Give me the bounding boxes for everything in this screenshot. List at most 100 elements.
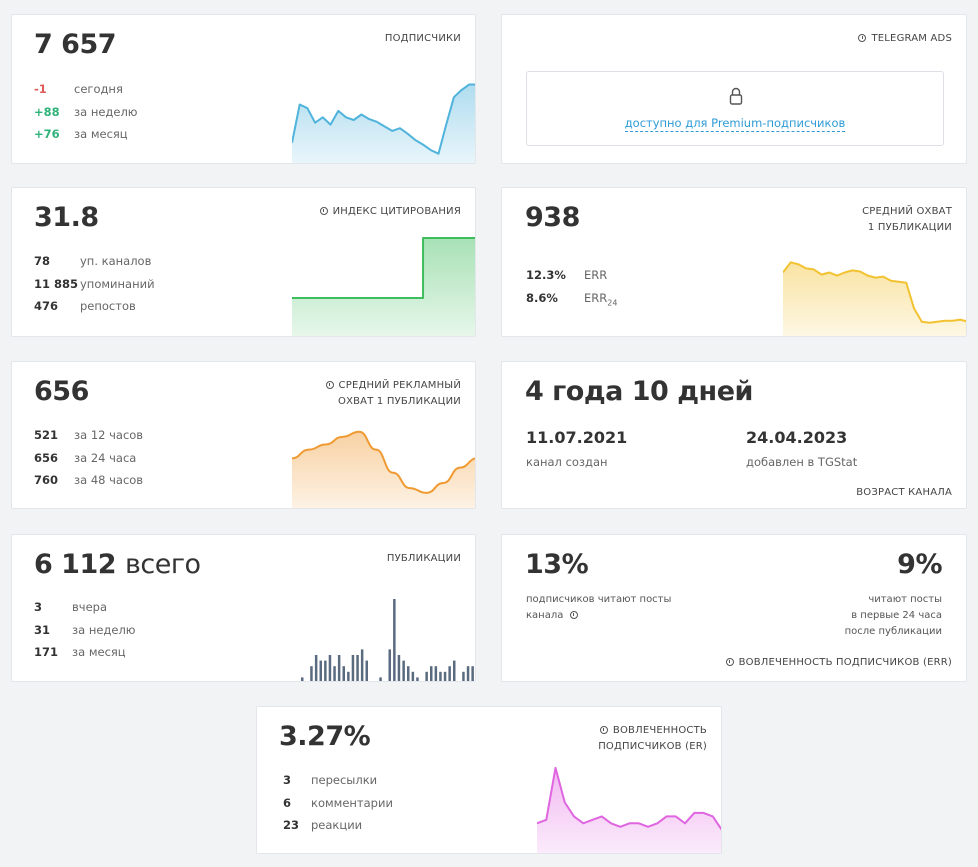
chart-bar	[402, 660, 405, 681]
subscribers-sparkline[interactable]	[292, 75, 476, 164]
er-title: ВОВЛЕЧЕННОСТЬ ПОДПИСЧИКОВ (ER)	[598, 725, 707, 752]
er-card[interactable]: 3.27% ВОВЛЕЧЕННОСТЬ ПОДПИСЧИКОВ (ER) 3 пер…	[256, 706, 722, 854]
channel-created-date: 11.07.2021	[526, 428, 628, 447]
publications-total: 6 112 всего	[34, 549, 201, 580]
chart-bar	[379, 677, 382, 681]
info-icon[interactable]	[858, 34, 867, 42]
stat-label: пересылки	[311, 773, 378, 787]
chart-bar	[439, 671, 442, 681]
telegram-ads-card[interactable]: TELEGRAM ADS доступно для Premium-подпис…	[501, 14, 967, 164]
stat-label: за 24 часа	[74, 450, 137, 465]
channel-added-date: 24.04.2023	[746, 428, 848, 447]
premium-link[interactable]: доступно для Premium-подписчиков	[624, 116, 846, 132]
chart-bar	[425, 671, 428, 681]
ad-reach-sparkline[interactable]	[292, 420, 476, 509]
publications-title: ПУБЛИКАЦИИ	[386, 553, 461, 564]
stat-value: 23	[283, 818, 300, 832]
stat-row-today: -1 сегодня	[34, 78, 137, 101]
stat-value: +88	[34, 104, 60, 119]
chart-bar	[448, 666, 451, 681]
publications-bar-chart[interactable]	[300, 595, 475, 682]
citation-index-value: 31.8	[34, 202, 99, 233]
subscribers-card[interactable]: 7 657 ПОДПИСЧИКИ -1 сегодня +88 за неделю …	[11, 14, 476, 164]
info-icon[interactable]	[599, 726, 608, 734]
info-icon[interactable]	[725, 658, 734, 666]
channel-age-card[interactable]: 4 года 10 дней 11.07.2021 канал создан 2…	[501, 361, 967, 509]
chart-bar	[443, 671, 447, 681]
chart-bar	[319, 660, 322, 681]
er-value: 3.27%	[279, 721, 371, 752]
chart-area-fill	[537, 767, 721, 853]
chart-series-line	[292, 430, 475, 494]
chart-area-fill	[292, 431, 475, 508]
citation-card[interactable]: 31.8 ИНДЕКС ЦИТИРОВАНИЯ 78 уп. каналов 11…	[11, 187, 476, 337]
telegram-ads-title: TELEGRAM ADS	[858, 31, 952, 47]
chart-bar	[430, 666, 433, 681]
stat-row-yesterday: 3 вчера	[34, 596, 135, 619]
er-sparkline[interactable]	[537, 757, 722, 854]
chart-bar	[360, 649, 364, 681]
chart-bar	[471, 666, 474, 681]
info-icon[interactable]	[569, 611, 578, 619]
stat-label: упоминаний	[80, 276, 155, 291]
chart-bar	[407, 666, 410, 681]
chart-area-fill	[783, 262, 966, 336]
chart-bar	[337, 655, 341, 681]
stat-value: 78	[34, 254, 51, 268]
citation-title: ИНДЕКС ЦИТИРОВАНИЯ	[319, 204, 461, 220]
stat-label: за неделю	[72, 622, 136, 637]
publications-suffix: всего	[124, 549, 201, 580]
ad-reach-stats: 521 за 12 часов 656 за 24 часа 760 за 48 ча…	[34, 424, 143, 492]
avg-reach-sparkline[interactable]	[783, 248, 967, 337]
chart-bar	[453, 660, 456, 681]
stat-row-mentions: 11 885 упоминаний	[34, 273, 155, 296]
stat-label-subscript: 24	[607, 297, 618, 307]
channel-added-label: добавлен в TGStat	[746, 455, 858, 469]
stat-value: 6	[283, 795, 292, 810]
stat-row-reactions: 23 реакции	[283, 814, 393, 837]
avg-reach-card[interactable]: 938 СРЕДНИЙ ОХВАТ 1 ПУБЛИКАЦИИ 12.3% ERR 8…	[501, 187, 967, 337]
subscribers-stats: -1 сегодня +88 за неделю +76 за месяц	[34, 78, 137, 146]
err-right-value: 9%	[897, 549, 942, 580]
stat-value: 11 885	[34, 276, 79, 291]
stat-label: уп. каналов	[80, 254, 152, 268]
citation-sparkline[interactable]	[292, 228, 476, 337]
stat-row-err: 12.3% ERR	[526, 264, 617, 287]
publications-stats: 3 вчера 31 за неделю 171 за месяц	[34, 596, 135, 664]
err-right-note: читают посты в первые 24 часа после публ…	[844, 594, 942, 637]
chart-series-line	[783, 261, 966, 324]
stat-row-channels: 78 уп. каналов	[34, 250, 155, 273]
stat-row-48h: 760 за 48 часов	[34, 469, 143, 492]
premium-lock-box[interactable]: доступно для Premium-подписчиков	[526, 71, 944, 146]
chart-bar	[365, 660, 368, 681]
chart-bar	[310, 666, 313, 681]
err-card[interactable]: 13% подписчиков читают посты канала 9% ч…	[501, 534, 967, 682]
stat-label: репостов	[80, 299, 136, 313]
stat-label: реакции	[311, 818, 363, 832]
ad-reach-title: СРЕДНИЙ РЕКЛАМНЫЙ ОХВАТ 1 ПУБЛИКАЦИИ	[325, 378, 461, 410]
ad-reach-card[interactable]: 656 СРЕДНИЙ РЕКЛАМНЫЙ ОХВАТ 1 ПУБЛИКАЦИИ …	[11, 361, 476, 509]
avg-reach-stats: 12.3% ERR 8.6% ERR24	[526, 264, 617, 314]
stat-value: 3	[283, 773, 292, 787]
chart-bar	[342, 666, 345, 681]
stat-value: 476	[34, 299, 59, 313]
chart-bar	[466, 666, 470, 681]
stat-value: 656	[34, 450, 59, 465]
chart-bar	[416, 677, 419, 681]
chart-bar	[462, 671, 465, 681]
publications-card[interactable]: 6 112 всего ПУБЛИКАЦИИ 3 вчера 31 за недел…	[11, 534, 476, 682]
citation-stats: 78 уп. каналов 11 885 упоминаний 476 репост…	[34, 250, 155, 318]
stat-row-month: +76 за месяц	[34, 123, 137, 146]
chart-bar	[388, 649, 391, 681]
ad-reach-value: 656	[34, 376, 89, 407]
stat-label: сегодня	[74, 82, 123, 96]
stat-value: 171	[34, 645, 59, 659]
stat-value: 12.3%	[526, 268, 566, 282]
info-icon[interactable]	[319, 207, 328, 215]
stat-row-err24: 8.6% ERR24	[526, 287, 617, 315]
stat-label: ERR	[584, 268, 608, 282]
lock-icon	[729, 87, 743, 105]
info-icon[interactable]	[325, 381, 334, 389]
chart-bar	[356, 655, 359, 681]
chart-series-line	[537, 766, 721, 831]
